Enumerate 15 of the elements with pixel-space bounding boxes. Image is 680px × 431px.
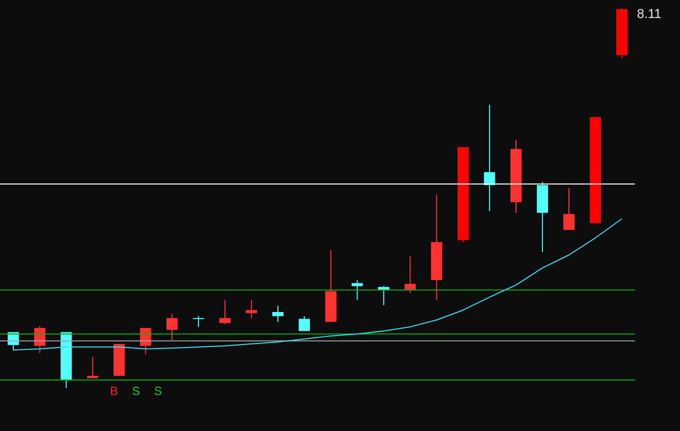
candlestick bbox=[192, 316, 204, 328]
candlestick bbox=[219, 299, 231, 325]
candlestick bbox=[87, 356, 98, 379]
candlestick bbox=[246, 299, 258, 319]
candlestick bbox=[404, 256, 416, 294]
candlestick bbox=[272, 305, 284, 322]
candlestick bbox=[298, 316, 310, 332]
annotation: B bbox=[110, 384, 118, 398]
candlestick bbox=[484, 104, 496, 212]
text: 8.11 bbox=[637, 6, 662, 21]
annotation: S bbox=[132, 384, 140, 398]
candlestick bbox=[352, 280, 363, 300]
annotation: S bbox=[154, 384, 162, 398]
candlestick bbox=[563, 188, 575, 230]
candlestick bbox=[166, 313, 178, 341]
